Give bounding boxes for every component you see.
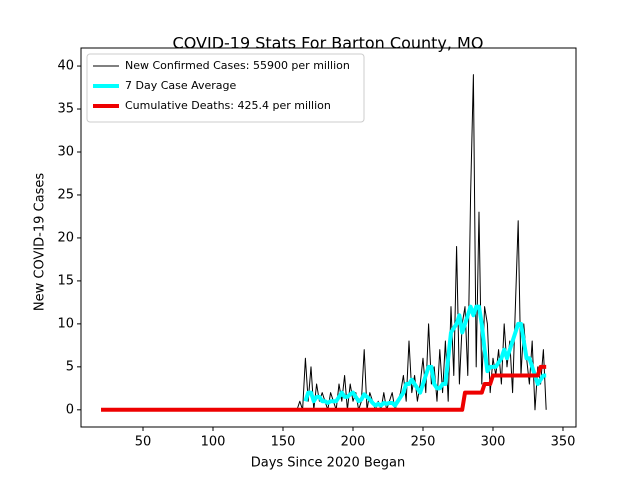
y-tick-label: 25 [57, 187, 74, 202]
y-axis-label: New COVID-19 Cases [33, 173, 48, 311]
series-line [303, 304, 547, 408]
series-line [101, 364, 547, 412]
x-tick-label: 350 [551, 435, 576, 450]
y-tick-label: 30 [57, 144, 74, 159]
x-tick-label: 150 [271, 435, 296, 450]
legend-label: New Confirmed Cases: 55900 per million [125, 59, 350, 72]
y-tick-label: 35 [57, 102, 74, 117]
chart-title: COVID-19 Stats For Barton County, MO [173, 34, 484, 53]
y-tick-label: 20 [57, 230, 74, 245]
y-tick-label: 5 [66, 359, 74, 374]
series-line [296, 74, 547, 411]
x-axis-label: Days Since 2020 Began [251, 456, 406, 471]
y-tick-label: 10 [57, 316, 74, 331]
legend-label: 7 Day Case Average [125, 79, 237, 92]
legend-box [86, 53, 365, 123]
y-tick-label: 15 [57, 273, 74, 288]
x-tick-label: 250 [411, 435, 436, 450]
x-tick-label: 100 [201, 435, 226, 450]
x-tick-label: 50 [135, 435, 152, 450]
y-tick-label: 0 [66, 402, 74, 417]
x-tick-label: 200 [341, 435, 366, 450]
x-tick-label: 300 [481, 435, 506, 450]
y-tick-label: 40 [57, 59, 74, 74]
plot-frame [80, 47, 577, 428]
legend-label: Cumulative Deaths: 425.4 per million [125, 99, 331, 112]
